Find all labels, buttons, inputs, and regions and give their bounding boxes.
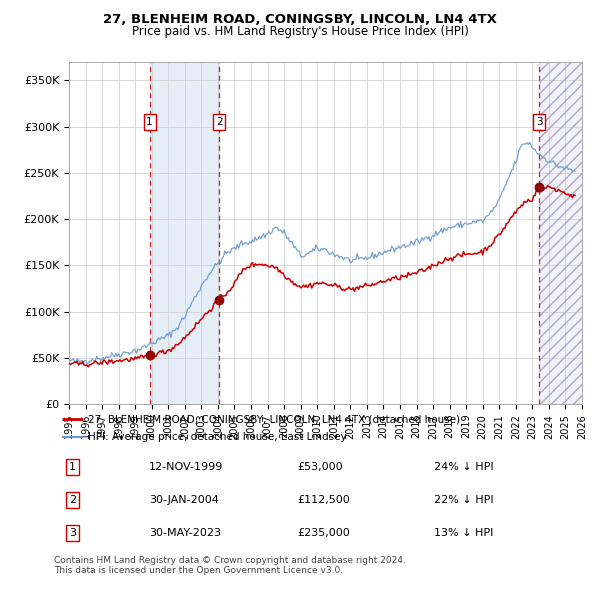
Text: 12-NOV-1999: 12-NOV-1999	[149, 462, 223, 472]
Text: 2: 2	[69, 495, 76, 505]
Text: Contains HM Land Registry data © Crown copyright and database right 2024.: Contains HM Land Registry data © Crown c…	[54, 556, 406, 565]
Text: 1: 1	[69, 462, 76, 472]
Text: £235,000: £235,000	[297, 528, 350, 538]
Text: This data is licensed under the Open Government Licence v3.0.: This data is licensed under the Open Gov…	[54, 566, 343, 575]
Text: 27, BLENHEIM ROAD, CONINGSBY, LINCOLN, LN4 4TX (detached house): 27, BLENHEIM ROAD, CONINGSBY, LINCOLN, L…	[88, 414, 460, 424]
Text: 30-JAN-2004: 30-JAN-2004	[149, 495, 219, 505]
Text: 24% ↓ HPI: 24% ↓ HPI	[434, 462, 494, 472]
Text: HPI: Average price, detached house, East Lindsey: HPI: Average price, detached house, East…	[88, 432, 347, 442]
Text: £112,500: £112,500	[297, 495, 350, 505]
Text: £53,000: £53,000	[297, 462, 343, 472]
Text: 3: 3	[536, 117, 542, 127]
Bar	[539, 62, 582, 404]
Text: 3: 3	[69, 528, 76, 538]
Text: 30-MAY-2023: 30-MAY-2023	[149, 528, 221, 538]
Text: 13% ↓ HPI: 13% ↓ HPI	[434, 528, 494, 538]
Text: 1: 1	[146, 117, 153, 127]
Bar	[149, 62, 219, 404]
Text: 22% ↓ HPI: 22% ↓ HPI	[434, 495, 494, 505]
Text: 27, BLENHEIM ROAD, CONINGSBY, LINCOLN, LN4 4TX: 27, BLENHEIM ROAD, CONINGSBY, LINCOLN, L…	[103, 13, 497, 26]
Text: 2: 2	[216, 117, 223, 127]
Text: Price paid vs. HM Land Registry's House Price Index (HPI): Price paid vs. HM Land Registry's House …	[131, 25, 469, 38]
Bar	[539, 62, 582, 404]
